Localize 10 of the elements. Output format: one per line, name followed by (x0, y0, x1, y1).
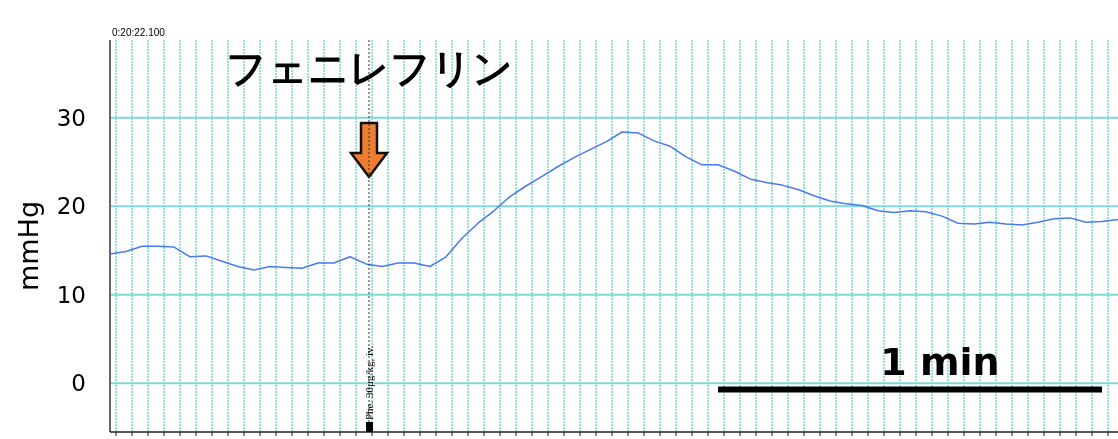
text: 0:20:22.100 (112, 27, 166, 38)
annotation: 1 min (880, 340, 1000, 384)
y-axis-title: mmHg (13, 200, 44, 292)
y-tick-label: 30 (56, 104, 86, 131)
annotation: Phe. 30μg/kg, iv. (363, 345, 375, 420)
y-tick-label: 20 (56, 193, 86, 220)
annotation: フェニレフリン (225, 45, 513, 91)
line-series (109, 131, 1118, 271)
y-tick-label: 0 (71, 370, 86, 397)
y-tick-label: 10 (56, 281, 86, 308)
